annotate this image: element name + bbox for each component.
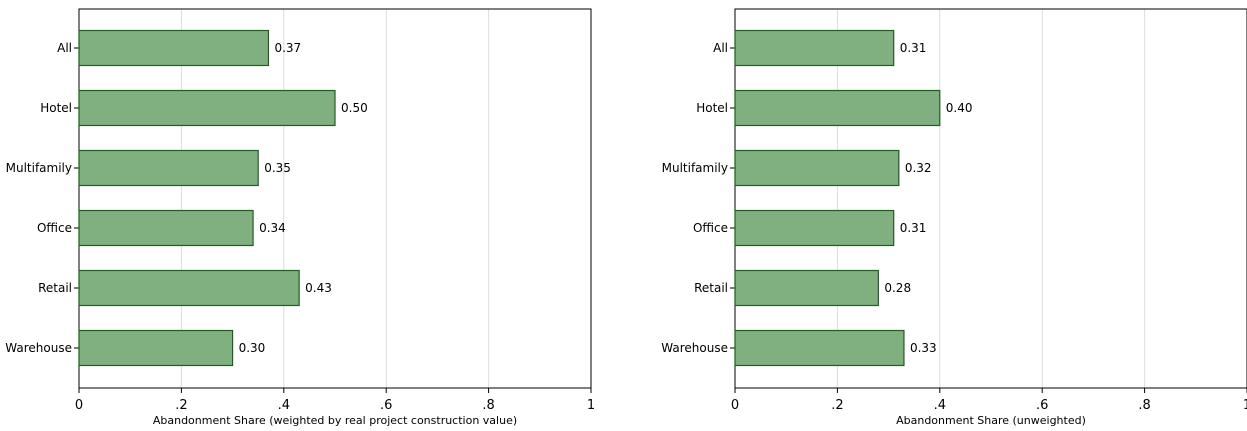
x-tick-label: .2 [175, 398, 187, 413]
data-label: 0.33 [910, 341, 937, 355]
category-label: Warehouse [661, 341, 728, 355]
bar [734, 329, 905, 367]
bar [78, 89, 336, 127]
bar [78, 329, 234, 367]
data-label: 0.35 [264, 161, 291, 175]
bar [78, 29, 270, 67]
x-tick-label: 0 [75, 398, 83, 413]
x-tick-label: .4 [278, 398, 290, 413]
data-label: 0.28 [884, 281, 911, 295]
x-tick-label: .4 [934, 398, 946, 413]
bar [78, 149, 259, 187]
x-tick-label: .8 [1138, 398, 1150, 413]
data-label: 0.32 [905, 161, 932, 175]
category-label: Hotel [40, 101, 72, 115]
category-label: Warehouse [5, 341, 72, 355]
category-label: Multifamily [6, 161, 72, 175]
category-label: All [57, 41, 72, 55]
bar [78, 209, 254, 247]
category-label: Retail [694, 281, 728, 295]
data-label: 0.31 [900, 41, 927, 55]
chart-panel-unweighted: All 0.31 Hotel 0.40 Multifamily 0.32 Office 0.3… [661, 8, 1247, 427]
data-label: 0.31 [900, 221, 927, 235]
category-label: All [713, 41, 728, 55]
category-label: Hotel [696, 101, 728, 115]
x-axis-title: Abandonment Share (weighted by real proj… [153, 414, 517, 427]
x-tick-label: .2 [831, 398, 843, 413]
data-label: 0.30 [239, 341, 266, 355]
chart-panel-weighted: All 0.37 Hotel 0.50 Multifamily 0.35 Office 0.3… [5, 8, 595, 427]
data-label: 0.50 [341, 101, 368, 115]
data-label: 0.40 [946, 101, 973, 115]
plot-frame [734, 8, 1247, 389]
x-tick-label: .6 [1036, 398, 1048, 413]
x-tick-label: 1 [587, 398, 595, 413]
category-label: Office [693, 221, 728, 235]
bar [734, 209, 895, 247]
category-label: Multifamily [662, 161, 728, 175]
bar [734, 89, 941, 127]
x-tick-label: .6 [380, 398, 392, 413]
plot-frame [78, 8, 592, 389]
x-axis-title: Abandonment Share (unweighted) [896, 414, 1086, 427]
category-label: Retail [38, 281, 72, 295]
category-label: Office [37, 221, 72, 235]
data-label: 0.37 [274, 41, 301, 55]
bar [734, 269, 879, 307]
bar [78, 269, 300, 307]
bar [734, 149, 900, 187]
x-tick-label: 1 [1243, 398, 1247, 413]
data-label: 0.43 [305, 281, 332, 295]
data-label: 0.34 [259, 221, 286, 235]
x-tick-label: .8 [482, 398, 494, 413]
x-tick-label: 0 [731, 398, 739, 413]
bar [734, 29, 895, 67]
